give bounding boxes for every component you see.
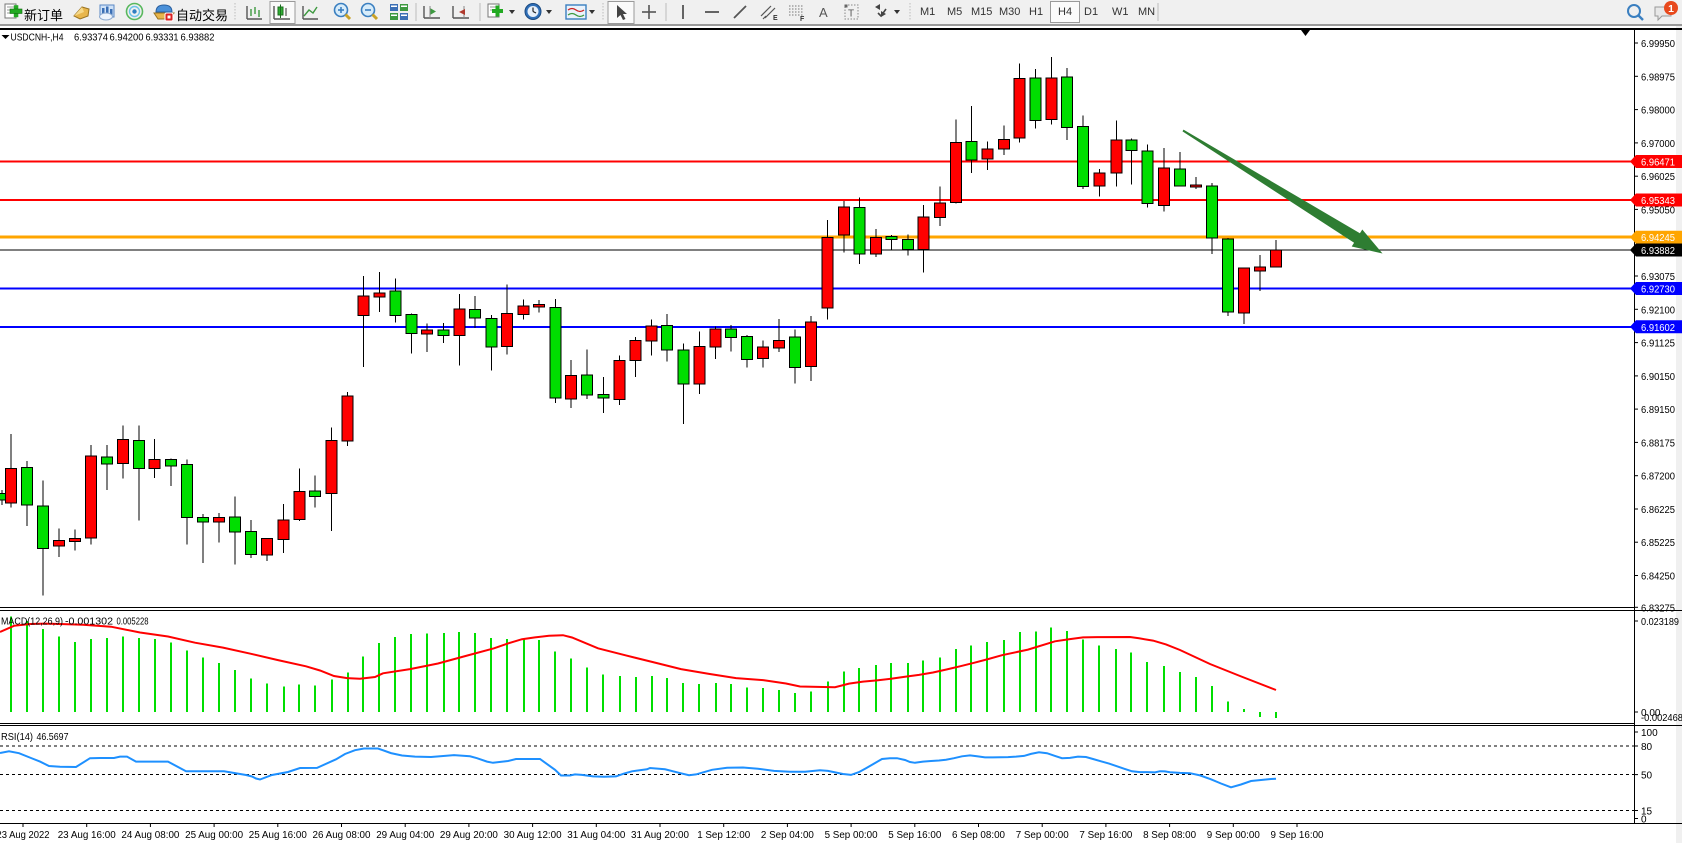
svg-text:6.92100: 6.92100 xyxy=(1641,305,1675,316)
svg-text:T: T xyxy=(848,9,854,20)
svg-text:6.95050: 6.95050 xyxy=(1641,205,1675,216)
svg-text:1 Sep 12:00: 1 Sep 12:00 xyxy=(697,830,750,841)
svg-text:6.99950: 6.99950 xyxy=(1641,39,1675,50)
svg-text:6.86225: 6.86225 xyxy=(1641,505,1675,516)
svg-text:-0.002468: -0.002468 xyxy=(1641,713,1682,724)
svg-text:6.93882: 6.93882 xyxy=(1641,246,1675,257)
svg-text:6.93882: 6.93882 xyxy=(181,32,215,44)
svg-text:100: 100 xyxy=(1641,728,1658,739)
svg-text:50: 50 xyxy=(1641,771,1653,782)
svg-text:6.88175: 6.88175 xyxy=(1641,438,1675,449)
svg-text:5 Sep 16:00: 5 Sep 16:00 xyxy=(888,830,941,841)
svg-text:6.89150: 6.89150 xyxy=(1641,405,1675,416)
svg-text:31 Aug 04:00: 31 Aug 04:00 xyxy=(567,830,625,841)
svg-text:A: A xyxy=(819,5,828,20)
svg-text:6.96025: 6.96025 xyxy=(1641,172,1675,183)
svg-text:24 Aug 08:00: 24 Aug 08:00 xyxy=(121,830,179,841)
svg-text:8 Sep 08:00: 8 Sep 08:00 xyxy=(1143,830,1196,841)
svg-text:6.91602: 6.91602 xyxy=(1641,323,1675,334)
svg-text:80: 80 xyxy=(1641,742,1653,753)
svg-text:RSI(14): RSI(14) xyxy=(1,731,33,743)
svg-text:MACD(12,26,9): MACD(12,26,9) xyxy=(1,616,63,628)
svg-text:0.023189: 0.023189 xyxy=(1641,617,1679,628)
svg-text:0: 0 xyxy=(1641,815,1647,826)
svg-text:6.84250: 6.84250 xyxy=(1641,572,1675,583)
svg-text:6.93075: 6.93075 xyxy=(1641,272,1675,283)
svg-text:6.93331: 6.93331 xyxy=(146,32,179,44)
svg-text:0.00: 0.00 xyxy=(1641,708,1661,719)
svg-text:7 Sep 16:00: 7 Sep 16:00 xyxy=(1079,830,1132,841)
svg-text:9 Sep 00:00: 9 Sep 00:00 xyxy=(1207,830,1260,841)
svg-text:6.87200: 6.87200 xyxy=(1641,472,1675,483)
svg-text:6.94245: 6.94245 xyxy=(1641,233,1675,244)
svg-text:29 Aug 20:00: 29 Aug 20:00 xyxy=(440,830,498,841)
svg-text:6.98975: 6.98975 xyxy=(1641,72,1675,83)
svg-text:25 Aug 00:00: 25 Aug 00:00 xyxy=(185,830,243,841)
svg-text:6.94200: 6.94200 xyxy=(110,32,144,44)
svg-text:6.97000: 6.97000 xyxy=(1641,139,1675,150)
svg-text:6.90150: 6.90150 xyxy=(1641,372,1675,383)
svg-text:6 Sep 08:00: 6 Sep 08:00 xyxy=(952,830,1005,841)
svg-text:6.92730: 6.92730 xyxy=(1641,285,1675,296)
svg-text:15: 15 xyxy=(1641,807,1653,818)
svg-text:25 Aug 16:00: 25 Aug 16:00 xyxy=(249,830,307,841)
svg-text:5 Sep 00:00: 5 Sep 00:00 xyxy=(825,830,878,841)
svg-text:31 Aug 20:00: 31 Aug 20:00 xyxy=(631,830,689,841)
svg-text:0.005228: 0.005228 xyxy=(117,616,149,628)
svg-text:1: 1 xyxy=(1668,3,1674,15)
svg-text:30 Aug 12:00: 30 Aug 12:00 xyxy=(504,830,562,841)
svg-text:29 Aug 04:00: 29 Aug 04:00 xyxy=(376,830,434,841)
svg-text:6.85225: 6.85225 xyxy=(1641,538,1675,549)
svg-text:F: F xyxy=(800,16,805,23)
svg-text:9 Sep 16:00: 9 Sep 16:00 xyxy=(1271,830,1324,841)
svg-text:7 Sep 00:00: 7 Sep 00:00 xyxy=(1016,830,1069,841)
svg-text:6.96471: 6.96471 xyxy=(1641,158,1675,169)
svg-text:6.98000: 6.98000 xyxy=(1641,106,1675,117)
svg-text:26 Aug 08:00: 26 Aug 08:00 xyxy=(313,830,371,841)
svg-text:E: E xyxy=(773,15,778,22)
svg-text:23 Aug 2022: 23 Aug 2022 xyxy=(0,830,50,841)
svg-text:46.5697: 46.5697 xyxy=(37,731,69,743)
svg-text:-0.001302: -0.001302 xyxy=(65,616,113,628)
svg-text:6.93374: 6.93374 xyxy=(74,32,108,44)
svg-text:USDCNH-,H4: USDCNH-,H4 xyxy=(11,32,64,44)
svg-text:23 Aug 16:00: 23 Aug 16:00 xyxy=(58,830,116,841)
svg-text:2 Sep 04:00: 2 Sep 04:00 xyxy=(761,830,814,841)
svg-text:6.91125: 6.91125 xyxy=(1641,339,1675,350)
svg-text:6.83275: 6.83275 xyxy=(1641,603,1675,614)
svg-text:6.95343: 6.95343 xyxy=(1641,196,1675,207)
